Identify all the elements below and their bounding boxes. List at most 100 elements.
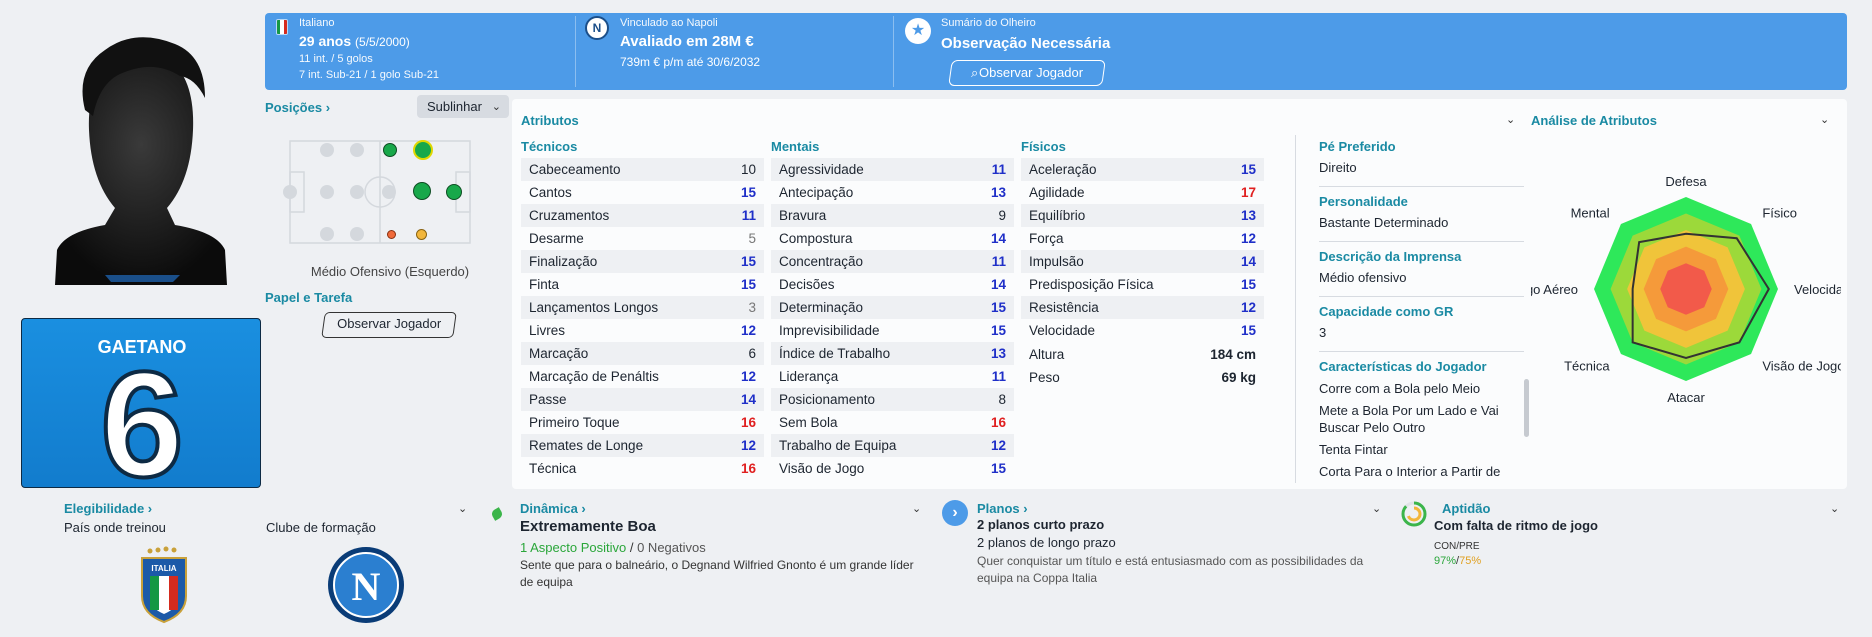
attributes-title: Atributos — [521, 113, 579, 128]
traits-scrollbar[interactable] — [1524, 379, 1529, 437]
attribute-value: 15 — [740, 277, 756, 292]
attribute-row[interactable]: Passe 14 — [521, 388, 764, 411]
attribute-row[interactable]: Predisposição Física 15 — [1021, 273, 1264, 296]
positions-title[interactable]: Posições › — [265, 100, 331, 115]
attribute-row[interactable]: Trabalho de Equipa 12 — [771, 434, 1014, 457]
dynamics-title[interactable]: Dinâmica › — [520, 501, 586, 516]
shirt-number: 6 — [100, 340, 183, 489]
attribute-row[interactable]: Marcação de Penáltis 12 — [521, 365, 764, 388]
attribute-row[interactable]: Remates de Longe 12 — [521, 434, 764, 457]
highlight-dropdown[interactable]: Sublinhar ⌄ — [417, 95, 509, 118]
attribute-row[interactable]: Equilíbrio 13 — [1021, 204, 1264, 227]
attribute-value: 11 — [991, 369, 1006, 384]
divider — [893, 16, 894, 87]
attribute-name: Bravura — [779, 208, 827, 223]
attribute-row[interactable]: Força 12 — [1021, 227, 1264, 250]
attribute-row[interactable]: Sem Bola 16 — [771, 411, 1014, 434]
player-traits-list: Corre com a Bola pelo Meio Mete a Bola P… — [1319, 380, 1519, 480]
personality: Bastante Determinado — [1319, 215, 1449, 230]
attribute-row[interactable]: Cruzamentos 11 — [521, 204, 764, 227]
attribute-row[interactable]: Velocidade 15 — [1021, 319, 1264, 342]
dynamics-description: Sente que para o balneário, o Degnand Wi… — [520, 558, 914, 589]
attribute-row[interactable]: Lançamentos Longos 3 — [521, 296, 764, 319]
wage-contract: 739m € p/m até 30/6/2032 — [620, 55, 761, 69]
star-icon: ★ — [905, 18, 931, 44]
attribute-row[interactable]: Posicionamento 8 — [771, 388, 1014, 411]
chevron-down-icon[interactable]: ⌄ — [1506, 114, 1516, 126]
age: 29 anos — [299, 33, 352, 49]
attribute-value: 12 — [990, 438, 1006, 453]
chevron-down-icon[interactable]: ⌄ — [1830, 503, 1840, 515]
scout-player-button[interactable]: Observar Jogador — [321, 312, 457, 338]
attribute-row[interactable]: Primeiro Toque 16 — [521, 411, 764, 434]
attribute-value: 9 — [998, 208, 1006, 223]
attribute-value: 15 — [1240, 162, 1256, 177]
fitness-title[interactable]: Aptidão — [1442, 501, 1491, 516]
attribute-row[interactable]: Antecipação 13 — [771, 181, 1014, 204]
attribute-row[interactable]: Aceleração 15 — [1021, 158, 1264, 181]
position-dot-unconvincing — [387, 230, 396, 239]
attribute-row[interactable]: Compostura 14 — [771, 227, 1014, 250]
attribute-row[interactable]: Decisões 14 — [771, 273, 1014, 296]
attribute-row[interactable]: Desarme 5 — [521, 227, 764, 250]
attribute-row[interactable]: Técnica 16 — [521, 457, 764, 480]
attribute-row[interactable]: Resistência 12 — [1021, 296, 1264, 319]
attribute-row[interactable]: Finalização 15 — [521, 250, 764, 273]
chevron-down-icon[interactable]: ⌄ — [1372, 503, 1382, 515]
attribute-row[interactable]: Visão de Jogo 15 — [771, 457, 1014, 480]
attribute-name: Cabeceamento — [529, 162, 621, 177]
attribute-row[interactable]: Impulsão 14 — [1021, 250, 1264, 273]
attribute-name: Velocidade — [1029, 323, 1096, 338]
radar-label: Jogo Aéreo — [1531, 282, 1578, 297]
attribute-value: 12 — [740, 369, 756, 384]
trained-country-label: País onde treinou — [64, 520, 166, 535]
attribute-name: Resistência — [1029, 300, 1099, 315]
attribute-row[interactable]: Finta 15 — [521, 273, 764, 296]
italy-flag-icon — [276, 19, 288, 37]
attribute-name: Compostura — [779, 231, 853, 246]
trait-item: Tenta Fintar — [1319, 442, 1388, 457]
attribute-row[interactable]: Imprevisibilidade 15 — [771, 319, 1014, 342]
nationality: Italiano — [299, 17, 335, 29]
attribute-row[interactable]: Determinação 15 — [771, 296, 1014, 319]
eligibility-title[interactable]: Elegibilidade › — [64, 501, 153, 516]
attribute-row[interactable]: Bravura 9 — [771, 204, 1014, 227]
attribute-value: 5 — [748, 231, 756, 246]
condition-value: 97% — [1434, 555, 1457, 567]
divider — [575, 16, 576, 87]
attribute-row[interactable]: Marcação 6 — [521, 342, 764, 365]
trait-item: Corre com a Bola pelo Meio — [1319, 381, 1481, 396]
attribute-row[interactable]: Livres 12 — [521, 319, 764, 342]
role-task-title[interactable]: Papel e Tarefa — [265, 290, 353, 305]
attribute-name: Determinação — [779, 300, 864, 315]
contract-section: N Vinculado ao Napoli Avaliado em 28M € … — [585, 13, 895, 90]
chevron-down-icon[interactable]: ⌄ — [912, 503, 922, 515]
attribute-value: 13 — [990, 346, 1006, 361]
attribute-row[interactable]: Cabeceamento 10 — [521, 158, 764, 181]
attribute-row[interactable]: Agressividade 11 — [771, 158, 1014, 181]
attribute-row[interactable]: Agilidade 17 — [1021, 181, 1264, 204]
fitness-panel: Aptidão ⌄ Com falta de ritmo de jogo CON… — [1400, 500, 1840, 630]
press-description: Médio ofensivo — [1319, 270, 1407, 285]
attribute-value: 12 — [740, 323, 756, 338]
attribute-value: 17 — [1240, 185, 1256, 200]
chevron-down-icon[interactable]: ⌄ — [1820, 114, 1830, 126]
attribute-row[interactable]: Concentração 11 — [771, 250, 1014, 273]
chevron-down-icon[interactable]: ⌄ — [458, 503, 468, 515]
position-dot — [382, 185, 396, 199]
attribute-name: Antecipação — [779, 185, 854, 200]
plans-title[interactable]: Planos › — [977, 501, 1028, 516]
attribute-row[interactable]: Liderança 11 — [771, 365, 1014, 388]
scout-player-button[interactable]: ⌕ Observar Jogador — [948, 60, 1106, 86]
attribute-value: 13 — [990, 185, 1006, 200]
attribute-value: 15 — [990, 461, 1006, 476]
pitch — [280, 137, 480, 247]
preferred-foot: Direito — [1319, 160, 1357, 175]
chevron-right-icon[interactable]: › — [942, 500, 968, 526]
attribute-name: Índice de Trabalho — [779, 346, 891, 361]
attribute-row[interactable]: Índice de Trabalho 13 — [771, 342, 1014, 365]
attribute-row[interactable]: Cantos 15 — [521, 181, 764, 204]
search-icon: ⌕ — [971, 65, 979, 80]
player-info-bar: Italiano 29 anos (5/5/2000) 11 int. / 5 … — [265, 13, 1847, 90]
attribute-value: 13 — [1240, 208, 1256, 223]
